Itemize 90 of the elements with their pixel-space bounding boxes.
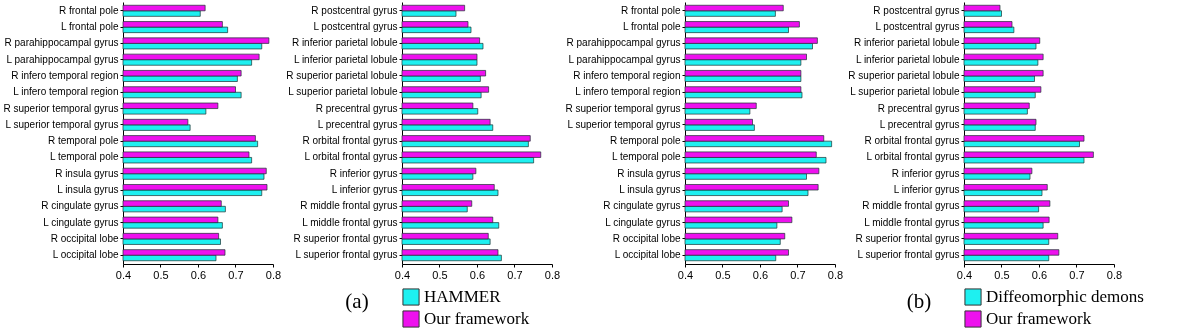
y-tick-label: R frontal pole — [59, 4, 119, 16]
x-tick-label: 0.7 — [1069, 268, 1085, 281]
y-tick-label: R inferior parietal lobule — [853, 37, 960, 49]
y-tick-label: R superior temporal gyrus — [565, 102, 681, 114]
x-tick-label: 0.8 — [827, 268, 844, 281]
y-tick-label: R precentral gyrus — [877, 102, 960, 114]
y-tick-label: R orbital frontal gyrus — [302, 135, 398, 147]
x-tick-label: 0.8 — [544, 268, 561, 281]
x-tick-label: 0.6 — [752, 268, 769, 281]
y-tick-label: L inferior parietal lobule — [855, 53, 960, 65]
y-tick-label: L middle frontal gyrus — [302, 216, 398, 228]
y-tick-label: R inferior parietal lobule — [291, 37, 398, 49]
y-tick-label: R temporal pole — [47, 135, 119, 147]
y-tick-label: R insula gyrus — [55, 167, 119, 179]
x-tick-label: 0.6 — [1031, 268, 1048, 281]
y-tick-label: R cingulate gyrus — [603, 200, 681, 212]
y-tick-label: L cingulate gyrus — [605, 216, 681, 228]
y-tick-label: R orbital frontal gyrus — [864, 135, 960, 147]
y-tick-label: L orbital frontal gyrus — [304, 151, 398, 163]
legend-label: Our framework — [424, 309, 530, 328]
y-tick-label: L superior temporal gyrus — [5, 118, 119, 130]
y-tick-label: L infero temporal region — [13, 86, 119, 98]
y-tick-label: L frontal pole — [61, 21, 119, 33]
y-tick-label: L inferior parietal lobule — [293, 53, 398, 65]
x-tick-label: 0.5 — [432, 268, 448, 281]
y-tick-label: R parahippocampal gyrus — [566, 37, 681, 49]
y-tick-label: L infero temporal region — [575, 86, 681, 98]
y-tick-label: R superior frontal gyrus — [293, 232, 398, 244]
x-tick-label: 0.5 — [715, 268, 731, 281]
y-tick-label: R inferior gyrus — [891, 167, 960, 179]
x-tick-label: 0.5 — [994, 268, 1010, 281]
y-tick-label: R infero temporal region — [573, 69, 681, 81]
y-tick-label: L superior frontal gyrus — [857, 249, 960, 261]
y-tick-label: R middle frontal gyrus — [862, 200, 960, 212]
y-tick-label: L temporal pole — [611, 151, 681, 163]
y-tick-label: R superior parietal lobule — [286, 69, 398, 81]
y-tick-label: R temporal pole — [609, 135, 681, 147]
legend-label: Our framework — [986, 309, 1092, 328]
x-tick-label: 0.4 — [394, 268, 411, 281]
text: (a) — [345, 289, 369, 313]
y-tick-label: R middle frontal gyrus — [300, 200, 398, 212]
y-tick-label: R parahippocampal gyrus — [4, 37, 119, 49]
y-tick-label: R infero temporal region — [11, 69, 119, 81]
y-tick-label: R superior frontal gyrus — [855, 232, 960, 244]
x-tick-label: 0.6 — [469, 268, 486, 281]
y-tick-label: L parahippocampal gyrus — [6, 53, 119, 65]
y-tick-label: L parahippocampal gyrus — [568, 53, 681, 65]
y-tick-label: R postcentral gyrus — [311, 4, 398, 16]
x-tick-label: 0.7 — [790, 268, 806, 281]
y-tick-label: L postcentral gyrus — [313, 21, 398, 33]
y-tick-label: L superior parietal lobule — [850, 86, 960, 98]
y-tick-label: L superior parietal lobule — [288, 86, 398, 98]
legend-label: Diffeomorphic demons — [986, 287, 1144, 306]
y-tick-label: R frontal pole — [621, 4, 681, 16]
y-tick-label: L superior frontal gyrus — [295, 249, 398, 261]
y-tick-label: R postcentral gyrus — [873, 4, 960, 16]
y-tick-label: L orbital frontal gyrus — [866, 151, 960, 163]
x-tick-label: 0.7 — [228, 268, 244, 281]
x-tick-label: 0.4 — [677, 268, 694, 281]
y-tick-label: L cingulate gyrus — [43, 216, 119, 228]
y-tick-label: L frontal pole — [623, 21, 681, 33]
y-tick-label: L superior temporal gyrus — [567, 118, 681, 130]
legend-label: HAMMER — [424, 287, 502, 306]
y-tick-label: L occipital lobe — [614, 249, 681, 261]
x-tick-label: 0.4 — [956, 268, 973, 281]
x-tick-label: 0.4 — [115, 268, 132, 281]
x-tick-label: 0.5 — [153, 268, 169, 281]
y-tick-label: L insula gyrus — [57, 184, 119, 196]
y-tick-label: L inferior gyrus — [893, 184, 960, 196]
y-tick-label: R superior temporal gyrus — [3, 102, 119, 114]
y-tick-label: R inferior gyrus — [329, 167, 398, 179]
y-tick-label: R occipital lobe — [50, 232, 119, 244]
y-tick-label: L precentral gyrus — [317, 118, 398, 130]
x-tick-label: 0.8 — [1106, 268, 1123, 281]
x-tick-label: 0.7 — [507, 268, 523, 281]
y-tick-label: L middle frontal gyrus — [864, 216, 960, 228]
y-tick-label: L temporal pole — [49, 151, 119, 163]
y-tick-label: L postcentral gyrus — [875, 21, 960, 33]
y-tick-label: R insula gyrus — [617, 167, 681, 179]
y-tick-label: L insula gyrus — [619, 184, 681, 196]
y-tick-label: R occipital lobe — [612, 232, 681, 244]
x-tick-label: 0.8 — [265, 268, 282, 281]
y-tick-label: L inferior gyrus — [331, 184, 398, 196]
y-tick-label: L precentral gyrus — [879, 118, 960, 130]
y-tick-label: R superior parietal lobule — [848, 69, 960, 81]
text: (b) — [906, 289, 932, 313]
y-tick-label: R precentral gyrus — [315, 102, 398, 114]
y-tick-label: R cingulate gyrus — [41, 200, 119, 212]
y-tick-label: L occipital lobe — [52, 249, 119, 261]
x-tick-label: 0.6 — [190, 268, 207, 281]
